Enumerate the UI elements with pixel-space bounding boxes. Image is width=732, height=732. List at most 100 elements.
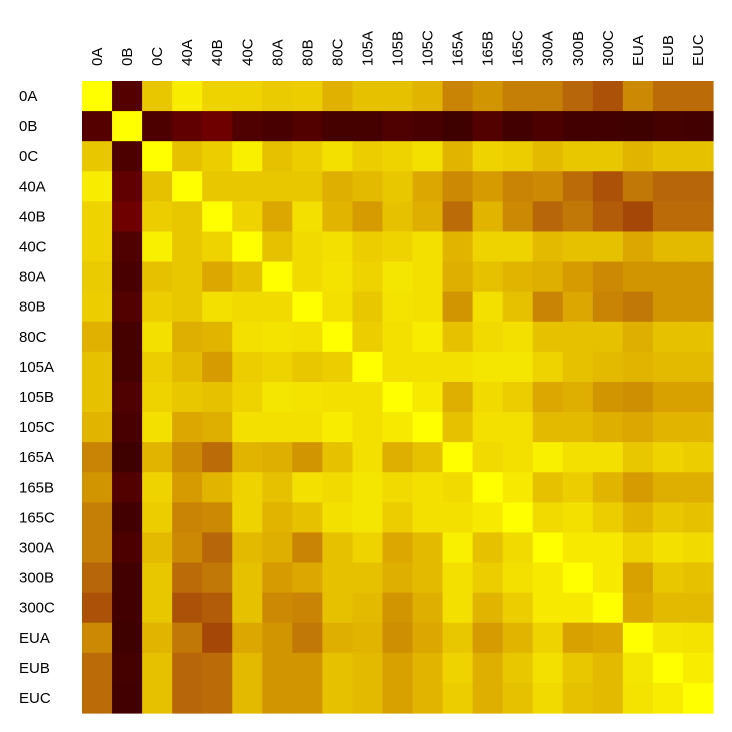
heatmap-cell-300C-300C (592, 592, 624, 624)
heatmap-cell-165A-105A (352, 442, 384, 473)
heatmap-cell-80B-105C (412, 291, 444, 323)
heatmap-cell-80C-165A (442, 321, 474, 353)
heatmap-cell-40B-300A (532, 201, 564, 233)
heatmap-cell-300A-105A (352, 532, 384, 564)
heatmap-cell-0B-105B (382, 111, 414, 142)
heatmap-cell-40B-80C (322, 201, 354, 233)
heatmap-cell-300A-165C (502, 532, 534, 564)
heatmap-cell-165A-EUB (652, 442, 684, 473)
heatmap-cell-80B-80C (322, 291, 354, 323)
heatmap-cell-EUC-40B (202, 682, 233, 714)
heatmap-cell-0B-105A (352, 111, 384, 142)
heatmap-cell-300B-165C (502, 562, 534, 594)
heatmap-cell-0B-40A (172, 111, 203, 142)
heatmap-cell-165C-300A (532, 502, 564, 534)
heatmap-cell-0B-EUA (622, 111, 654, 142)
heatmap-cell-40A-40A (172, 171, 203, 202)
heatmap-cell-105A-105B (382, 351, 414, 383)
heatmap-cell-EUC-0C (142, 682, 173, 714)
heatmap-cell-105A-105C (412, 351, 444, 383)
heatmap-cell-300C-80A (262, 592, 293, 624)
heatmap-cell-EUA-0C (142, 622, 173, 654)
heatmap-cell-EUC-80B (292, 682, 323, 714)
heatmap-cell-0B-EUC (682, 111, 714, 142)
heatmap-cell-0B-40B (202, 111, 233, 142)
heatmap-cell-EUB-80A (262, 652, 293, 684)
heatmap-cell-0C-300A (532, 141, 564, 172)
heatmap-cell-0C-40C (232, 141, 263, 172)
heatmap-cell-105C-105A (352, 412, 384, 443)
heatmap-cell-80A-105C (412, 261, 444, 293)
heatmap-cell-165B-80C (322, 472, 354, 503)
heatmap-cell-105A-EUA (622, 351, 654, 383)
heatmap-cell-40A-80B (292, 171, 323, 202)
heatmap-cell-80A-EUA (622, 261, 654, 293)
heatmap-cell-300B-80A (262, 562, 293, 594)
heatmap-cell-80A-0C (142, 261, 173, 293)
heatmap-cell-165C-80B (292, 502, 323, 534)
heatmap-cell-40C-EUA (622, 231, 654, 263)
heatmap-cell-40B-80A (262, 201, 293, 233)
heatmap-cell-105B-105C (412, 381, 444, 413)
heatmap-cell-300A-80C (322, 532, 354, 564)
heatmap-cell-80C-300A (532, 321, 564, 353)
heatmap-cell-EUA-80B (292, 622, 323, 654)
heatmap-cell-300B-40B (202, 562, 233, 594)
heatmap-cell-105B-105B (382, 381, 414, 413)
heatmap-cell-105B-40C (232, 381, 263, 413)
row-label-EUB: EUB (19, 660, 50, 677)
heatmap-cell-80A-300C (592, 261, 624, 293)
heatmap-cell-40B-80B (292, 201, 323, 233)
heatmap-cell-40A-EUA (622, 171, 654, 202)
column-label-80B: 80B (299, 39, 316, 66)
heatmap-cell-105C-80A (262, 412, 293, 443)
heatmap-cell-300C-0C (142, 592, 173, 624)
row-label-165C: 165C (19, 509, 55, 526)
heatmap-cell-EUC-0B (112, 682, 143, 714)
heatmap-cell-165C-105A (352, 502, 384, 534)
heatmap-cell-165A-165A (442, 442, 474, 473)
heatmap-cell-EUB-EUA (622, 652, 654, 684)
heatmap-cell-105B-165B (472, 381, 504, 413)
heatmap-cell-80A-165C (502, 261, 534, 293)
heatmap-cell-300C-300B (562, 592, 594, 624)
heatmap-cell-40C-105B (382, 231, 414, 263)
row-label-EUC: EUC (19, 690, 51, 707)
heatmap-cell-165C-80A (262, 502, 293, 534)
heatmap-cell-EUB-300B (562, 652, 594, 684)
heatmap-cell-105B-105A (352, 381, 384, 413)
heatmap-cell-80A-105B (382, 261, 414, 293)
row-labels: 0A 0B 0C 40A 40B 40C 80A 80B 80C 105A 105B 105C 165A… (19, 88, 55, 707)
heatmap-cell-80C-EUA (622, 321, 654, 353)
heatmap-cell-EUA-300B (562, 622, 594, 654)
heatmap-cell-300C-80B (292, 592, 323, 624)
heatmap-cell-165A-165B (472, 442, 504, 473)
column-label-0C: 0C (149, 47, 166, 66)
heatmap-cell-165B-EUB (652, 472, 684, 503)
heatmap-cell-300A-40A (172, 532, 203, 564)
column-label-EUC: EUC (690, 34, 707, 66)
heatmap-cell-80A-300B (562, 261, 594, 293)
heatmap-cell-300A-0A (82, 532, 113, 564)
heatmap-cell-105A-165C (502, 351, 534, 383)
heatmap-cell-300C-EUB (652, 592, 684, 624)
heatmap-cell-EUC-80C (322, 682, 354, 714)
heatmap-cell-165B-EUC (682, 472, 714, 503)
heatmap-cell-EUB-0B (112, 652, 143, 684)
heatmap-cell-105A-0A (82, 351, 113, 383)
heatmap-cell-40B-300C (592, 201, 624, 233)
heatmap-cell-300B-40C (232, 562, 263, 594)
heatmap-cell-EUC-165A (442, 682, 474, 714)
heatmap-cell-300A-80A (262, 532, 293, 564)
heatmap-cell-40B-EUA (622, 201, 654, 233)
heatmap-cell-EUB-EUC (682, 652, 714, 684)
heatmap-cell-0C-40B (202, 141, 233, 172)
heatmap-cell-165C-105C (412, 502, 444, 534)
column-label-105B: 105B (390, 31, 407, 66)
heatmap-cell-EUC-165C (502, 682, 534, 714)
heatmap-cell-165C-40A (172, 502, 203, 534)
heatmap-cell-165A-105C (412, 442, 444, 473)
heatmap-cell-105C-EUB (652, 412, 684, 443)
heatmap-cell-80B-0A (82, 291, 113, 323)
row-label-300C: 300C (19, 600, 55, 617)
